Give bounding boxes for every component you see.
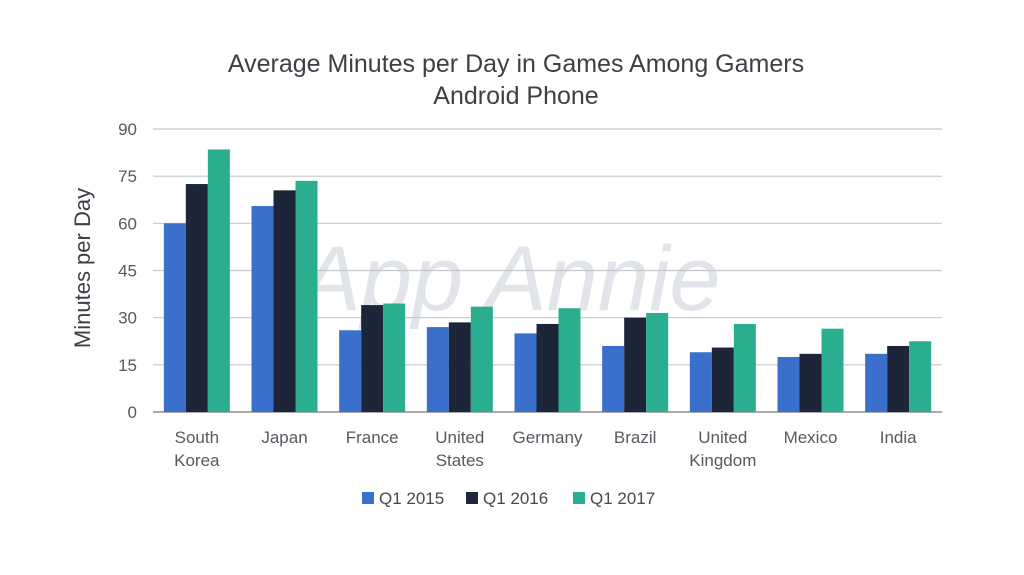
bar	[689, 352, 712, 412]
bar	[339, 330, 362, 412]
bar	[536, 323, 559, 412]
x-tick-label: India	[880, 428, 917, 447]
y-tick-label: 75	[118, 167, 137, 186]
legend-label: Q1 2016	[483, 489, 548, 508]
bars	[163, 149, 932, 412]
legend-label: Q1 2017	[590, 489, 655, 508]
y-tick-label: 30	[118, 309, 137, 328]
y-axis-label: Minutes per Day	[70, 188, 95, 348]
bar	[361, 305, 384, 412]
x-tick-label: Mexico	[784, 428, 838, 447]
x-tick-label: Kingdom	[689, 451, 756, 470]
legend-swatch	[573, 492, 585, 504]
y-tick-label: 15	[118, 356, 137, 375]
x-tick-label: France	[346, 428, 399, 447]
y-tick-label: 60	[118, 214, 137, 233]
bar	[711, 347, 734, 412]
y-tick-label: 0	[128, 403, 137, 422]
chart-title: Average Minutes per Day in Games Among G…	[228, 50, 804, 78]
bar	[383, 303, 406, 412]
x-tick-label: Germany	[513, 428, 583, 447]
bar	[207, 149, 230, 412]
bar	[558, 308, 581, 412]
bar	[470, 306, 493, 412]
x-tick-label: United	[698, 428, 747, 447]
x-tick-label: Japan	[261, 428, 307, 447]
legend-label: Q1 2015	[379, 489, 444, 508]
bar	[777, 356, 800, 412]
bar	[426, 327, 449, 412]
bar	[821, 328, 844, 412]
bar	[185, 184, 208, 412]
bar	[273, 190, 296, 412]
bar	[514, 333, 537, 412]
bar	[295, 180, 318, 412]
bar	[624, 317, 647, 412]
y-tick-label: 90	[118, 120, 137, 139]
bar	[646, 312, 669, 412]
y-tick-labels: 0 15 30 45 60 75 90	[118, 120, 137, 422]
bar	[251, 206, 274, 412]
bar	[733, 323, 756, 412]
x-tick-label: South	[175, 428, 219, 447]
legend-swatch	[466, 492, 478, 504]
bar	[909, 341, 932, 412]
bar	[163, 223, 186, 412]
x-tick-label: Korea	[174, 451, 220, 470]
chart-subtitle: Android Phone	[433, 82, 598, 110]
bar	[448, 322, 471, 412]
bar	[887, 345, 910, 412]
x-tick-label: States	[436, 451, 484, 470]
x-tick-label: United	[435, 428, 484, 447]
bar	[799, 353, 822, 412]
bar	[602, 345, 625, 412]
y-tick-label: 45	[118, 262, 137, 281]
legend: Q1 2015 Q1 2016 Q1 2017	[362, 489, 655, 508]
bar	[865, 353, 888, 412]
x-tick-labels: South Korea Japan France United States Germany…	[174, 428, 917, 470]
x-tick-label: Brazil	[614, 428, 657, 447]
legend-swatch	[362, 492, 374, 504]
